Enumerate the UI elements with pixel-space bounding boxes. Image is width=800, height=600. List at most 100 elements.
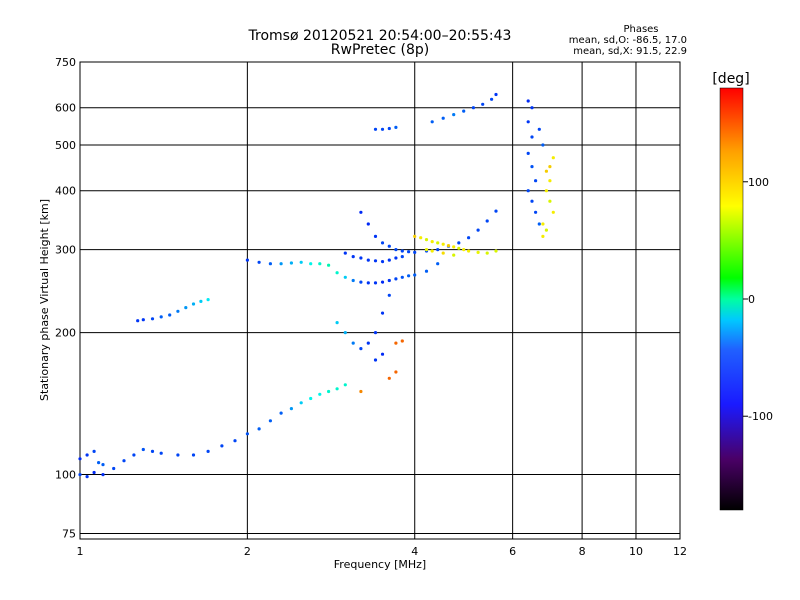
data-point — [245, 258, 249, 262]
data-point — [436, 241, 440, 245]
y-tick-label: 75 — [62, 527, 76, 540]
data-point — [359, 210, 363, 214]
data-point — [359, 347, 363, 351]
data-point — [132, 453, 136, 457]
data-point — [476, 228, 480, 232]
data-point — [394, 341, 398, 345]
data-point — [78, 457, 82, 461]
data-point — [387, 126, 391, 131]
colorbar-tick-label: -100 — [748, 410, 773, 423]
data-point — [441, 251, 445, 255]
data-point — [541, 143, 545, 147]
data-point — [136, 319, 140, 323]
chart-subtitle: RwPretec (8p) — [331, 42, 429, 58]
data-point — [441, 242, 445, 246]
data-point — [343, 331, 347, 335]
data-point — [380, 311, 385, 315]
data-point — [268, 262, 272, 266]
data-point — [380, 241, 385, 245]
x-tick-label: 8 — [579, 545, 586, 558]
data-point — [366, 281, 370, 285]
y-tick-label: 100 — [55, 469, 76, 482]
data-point — [373, 259, 378, 263]
data-point — [289, 261, 293, 265]
data-point — [419, 236, 423, 240]
data-point — [168, 313, 172, 317]
data-point — [481, 102, 485, 106]
data-point — [541, 234, 545, 238]
y-tick-label: 750 — [55, 56, 76, 69]
data-point — [335, 271, 339, 275]
data-point — [92, 470, 96, 475]
data-point — [548, 199, 552, 203]
data-point — [343, 251, 347, 255]
data-point — [394, 277, 398, 281]
data-point — [343, 383, 347, 387]
data-point — [394, 248, 398, 252]
y-tick-label: 300 — [55, 244, 76, 257]
data-point — [471, 106, 475, 110]
data-point — [494, 249, 498, 253]
x-tick-labels: 1 2 4 6 8 10 12 — [77, 545, 688, 558]
data-point — [299, 401, 303, 405]
data-point — [245, 432, 249, 436]
data-point — [394, 125, 398, 129]
data-point — [394, 370, 398, 374]
data-point — [78, 473, 82, 477]
data-point — [457, 246, 461, 250]
x-tick-label: 1 — [77, 545, 84, 558]
data-point — [380, 127, 385, 131]
data-point — [373, 331, 378, 335]
data-point — [150, 449, 155, 453]
data-point — [490, 97, 494, 101]
phases-legend-title: Phases — [623, 24, 658, 35]
data-point — [191, 302, 196, 306]
colorbar-tick-label: 100 — [748, 176, 769, 189]
data-point — [335, 387, 339, 391]
data-point — [548, 179, 552, 183]
data-point — [400, 249, 404, 253]
colorbar-label: [deg] — [712, 71, 749, 87]
data-point — [548, 165, 552, 169]
data-point — [530, 135, 534, 139]
data-point — [373, 358, 378, 362]
x-tick-label: 4 — [411, 545, 418, 558]
data-point — [351, 278, 355, 283]
data-point — [101, 463, 105, 467]
data-point — [233, 439, 237, 443]
colorbar-ticks: 100 0 -100 — [743, 176, 773, 423]
data-point — [457, 241, 461, 245]
data-point — [430, 240, 434, 244]
data-point — [436, 248, 440, 252]
data-point — [387, 278, 391, 283]
data-point — [534, 210, 538, 214]
data-point — [400, 275, 404, 279]
data-point — [452, 253, 456, 257]
data-points — [78, 92, 555, 479]
data-point — [541, 222, 545, 226]
colorbar — [719, 87, 744, 511]
data-point — [452, 245, 456, 249]
data-point — [544, 189, 549, 193]
data-point — [327, 389, 331, 394]
data-point — [430, 120, 434, 124]
data-point — [407, 250, 411, 254]
data-point — [485, 251, 489, 255]
x-tick-label: 12 — [673, 545, 687, 558]
data-point — [494, 209, 498, 213]
x-tick-label: 6 — [509, 545, 516, 558]
data-point — [366, 341, 370, 345]
data-point — [526, 189, 530, 193]
data-point — [159, 451, 163, 455]
data-point — [551, 156, 555, 160]
data-point — [220, 444, 224, 448]
data-point — [150, 317, 155, 321]
y-tick-label: 600 — [55, 102, 76, 115]
data-point — [85, 475, 89, 479]
data-point — [373, 281, 378, 285]
data-point — [544, 228, 549, 232]
data-point — [551, 210, 555, 214]
data-point — [299, 260, 303, 264]
data-point — [387, 293, 391, 297]
